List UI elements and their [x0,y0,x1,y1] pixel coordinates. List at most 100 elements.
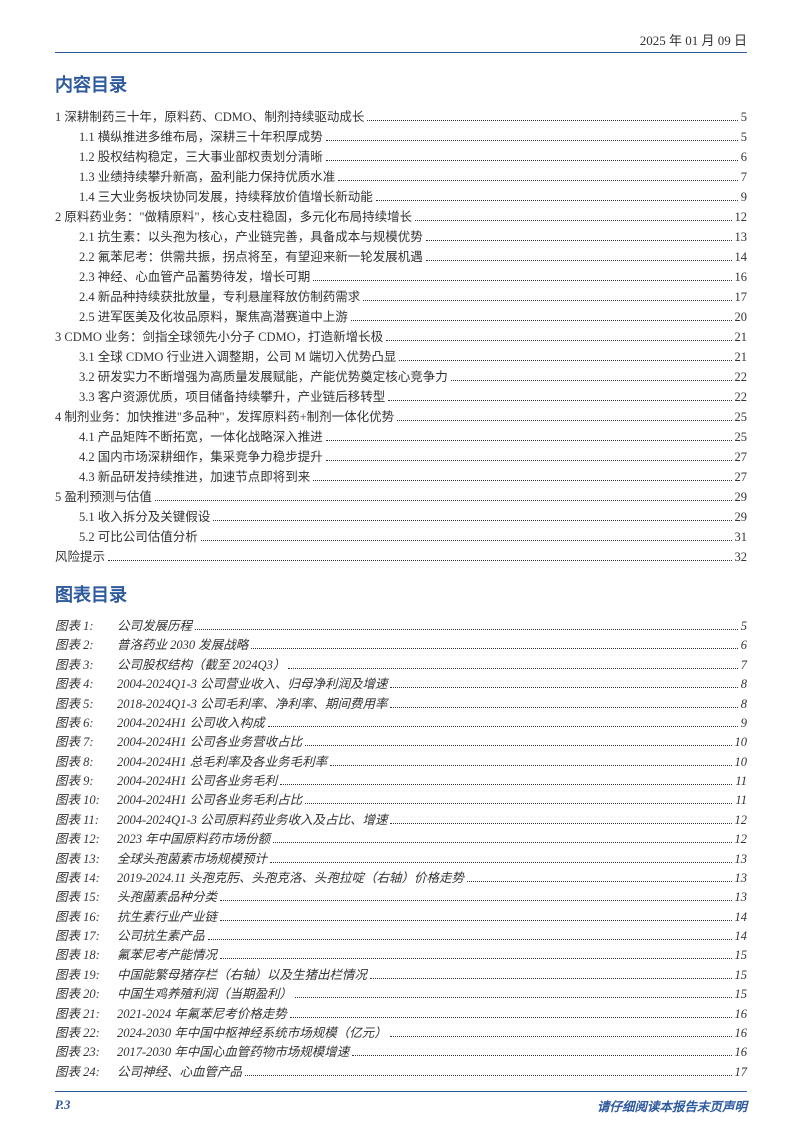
toc-page: 25 [735,407,748,427]
figure-entry[interactable]: 图表 13:全球头孢菌素市场规模预计13 [55,850,747,869]
toc-page: 32 [735,547,748,567]
figure-entry[interactable]: 图表 22:2024-2030 年中国中枢神经系统市场规模（亿元）16 [55,1024,747,1043]
toc-entry[interactable]: 2.2 氟苯尼考：供需共振，拐点将至，有望迎来新一轮发展机遇14 [79,247,747,267]
toc-label: 1 深耕制药三十年，原料药、CDMO、制剂持续驱动成长 [55,107,364,127]
figure-entry[interactable]: 图表 10:2004-2024H1 公司各业务毛利占比11 [55,791,747,810]
toc-page: 13 [735,227,748,247]
figure-entry[interactable]: 图表 21:2021-2024 年氟苯尼考价格走势16 [55,1005,747,1024]
figure-entry[interactable]: 图表 24:公司神经、心血管产品17 [55,1063,747,1082]
figure-leader [305,803,732,804]
toc-entry[interactable]: 2.1 抗生素：以头孢为核心，产业链完善，具备成本与规模优势13 [79,227,747,247]
toc-entry[interactable]: 3 CDMO 业务：剑指全球领先小分子 CDMO，打造新增长极21 [55,327,747,347]
figure-entry[interactable]: 图表 6:2004-2024H1 公司收入构成9 [55,714,747,733]
toc-page: 21 [735,327,748,347]
figure-page: 15 [735,946,748,965]
toc-label: 1.1 横纵推进多维布局，深耕三十年积厚成势 [79,127,323,147]
figure-entry[interactable]: 图表 18:氟苯尼考产能情况15 [55,946,747,965]
toc-entry[interactable]: 风险提示32 [55,547,747,567]
toc-entry[interactable]: 3.1 全球 CDMO 行业进入调整期，公司 M 端切入优势凸显21 [79,347,747,367]
figure-entry[interactable]: 图表 14:2019-2024.11 头孢克肟、头孢克洛、头孢拉啶（右轴）价格走… [55,869,747,888]
toc-entry[interactable]: 1.2 股权结构稳定，三大事业部权责划分清晰6 [79,147,747,167]
toc-list: 1 深耕制药三十年，原料药、CDMO、制剂持续驱动成长51.1 横纵推进多维布局… [55,107,747,567]
toc-entry[interactable]: 4.2 国内市场深耕细作，集采竞争力稳步提升27 [79,447,747,467]
toc-leader [376,200,738,201]
toc-entry[interactable]: 4.1 产品矩阵不断拓宽，一体化战略深入推进25 [79,427,747,447]
figures-list: 图表 1:公司发展历程5图表 2:普洛药业 2030 发展战略6图表 3:公司股… [55,617,747,1082]
toc-leader [326,140,738,141]
figure-page: 12 [735,830,748,849]
toc-entry[interactable]: 4.3 新品研发持续推进，加速节点即将到来27 [79,467,747,487]
figure-entry[interactable]: 图表 1:公司发展历程5 [55,617,747,636]
toc-entry[interactable]: 5.2 可比公司估值分析31 [79,527,747,547]
figure-entry[interactable]: 图表 4:2004-2024Q1-3 公司营业收入、归母净利润及增速8 [55,675,747,694]
figure-entry[interactable]: 图表 9:2004-2024H1 公司各业务毛利11 [55,772,747,791]
toc-entry[interactable]: 1.1 横纵推进多维布局，深耕三十年积厚成势 5 [79,127,747,147]
toc-entry[interactable]: 2.4 新品种持续获批放量，专利悬崖释放仿制药需求17 [79,287,747,307]
toc-entry[interactable]: 1.4 三大业务板块协同发展，持续释放价值增长新动能9 [79,187,747,207]
toc-leader [399,360,731,361]
figure-page: 16 [735,1005,748,1024]
toc-entry[interactable]: 5.1 收入拆分及关键假设 29 [79,507,747,527]
figure-entry[interactable]: 图表 20:中国生鸡养殖利润（当期盈利）15 [55,985,747,1004]
toc-label: 3.2 研发实力不断增强为高质量发展赋能，产能优势奠定核心竞争力 [79,367,448,387]
figure-page: 13 [735,888,748,907]
figure-page: 15 [735,985,748,1004]
figure-leader [195,629,738,630]
figure-entry[interactable]: 图表 12:2023 年中国原料药市场份额12 [55,830,747,849]
toc-entry[interactable]: 3.3 客户资源优质，项目储备持续攀升，产业链后移转型22 [79,387,747,407]
toc-leader [426,240,732,241]
figure-page: 13 [735,850,748,869]
figure-entry[interactable]: 图表 15:头孢菌素品种分类13 [55,888,747,907]
toc-entry[interactable]: 5 盈利预测与估值29 [55,487,747,507]
figure-prefix: 图表 22: [55,1024,107,1043]
figure-entry[interactable]: 图表 8:2004-2024H1 总毛利率及各业务毛利率10 [55,753,747,772]
figure-entry[interactable]: 图表 7:2004-2024H1 公司各业务营收占比10 [55,733,747,752]
figure-leader [270,862,731,863]
toc-label: 4.3 新品研发持续推进，加速节点即将到来 [79,467,310,487]
figure-entry[interactable]: 图表 16:抗生素行业产业链14 [55,908,747,927]
figure-prefix: 图表 12: [55,830,107,849]
toc-label: 5.1 收入拆分及关键假设 [79,507,210,527]
toc-leader [351,320,732,321]
figure-entry[interactable]: 图表 2:普洛药业 2030 发展战略6 [55,636,747,655]
figure-entry[interactable]: 图表 5:2018-2024Q1-3 公司毛利率、净利率、期间费用率8 [55,695,747,714]
toc-entry[interactable]: 2.5 进军医美及化妆品原料，聚焦高潜赛道中上游20 [79,307,747,327]
figure-entry[interactable]: 图表 3:公司股权结构（截至 2024Q3）7 [55,656,747,675]
page-footer: P.3 请仔细阅读本报告末页声明 [55,1091,747,1115]
figure-leader [330,765,731,766]
toc-leader [386,340,731,341]
toc-page: 29 [735,507,748,527]
figure-prefix: 图表 16: [55,908,107,927]
toc-page: 31 [735,527,748,547]
figure-entry[interactable]: 图表 17:公司抗生素产品14 [55,927,747,946]
figure-entry[interactable]: 图表 11:2004-2024Q1-3 公司原料药业务收入及占比、增速12 [55,811,747,830]
figure-leader [220,920,731,921]
figure-title: 公司抗生素产品 [117,927,205,946]
figure-page: 11 [735,772,747,791]
figure-leader [220,900,731,901]
toc-entry[interactable]: 2.3 神经、心血管产品蓄势待发，增长可期16 [79,267,747,287]
figure-entry[interactable]: 图表 19:中国能繁母猪存栏（右轴）以及生猪出栏情况15 [55,966,747,985]
toc-entry[interactable]: 3.2 研发实力不断增强为高质量发展赋能，产能优势奠定核心竞争力22 [79,367,747,387]
toc-leader [326,160,738,161]
figure-leader [467,881,732,882]
figure-prefix: 图表 3: [55,656,107,675]
toc-entry[interactable]: 4 制剂业务：加快推进"多品种"，发挥原料药+制剂一体化优势 25 [55,407,747,427]
toc-entry[interactable]: 1 深耕制药三十年，原料药、CDMO、制剂持续驱动成长5 [55,107,747,127]
figure-leader [268,726,738,727]
figure-entry[interactable]: 图表 23:2017-2030 年中国心血管药物市场规模增速16 [55,1043,747,1062]
toc-leader [363,300,731,301]
toc-page: 5 [741,127,747,147]
figure-title: 公司股权结构（截至 2024Q3） [117,656,285,675]
figure-title: 2004-2024H1 总毛利率及各业务毛利率 [117,753,327,772]
figure-leader [245,1075,731,1076]
figure-page: 6 [741,636,747,655]
footer-divider [55,1091,747,1092]
figure-page: 8 [741,675,747,694]
toc-leader [326,440,732,441]
toc-label: 4 制剂业务：加快推进"多品种"，发挥原料药+制剂一体化优势 [55,407,394,427]
figure-title: 普洛药业 2030 发展战略 [117,636,248,655]
toc-entry[interactable]: 1.3 业绩持续攀升新高，盈利能力保持优质水准7 [79,167,747,187]
toc-entry[interactable]: 2 原料药业务："做精原料"，核心支柱稳固，多元化布局持续增长12 [55,207,747,227]
figure-title: 2017-2030 年中国心血管药物市场规模增速 [117,1043,349,1062]
